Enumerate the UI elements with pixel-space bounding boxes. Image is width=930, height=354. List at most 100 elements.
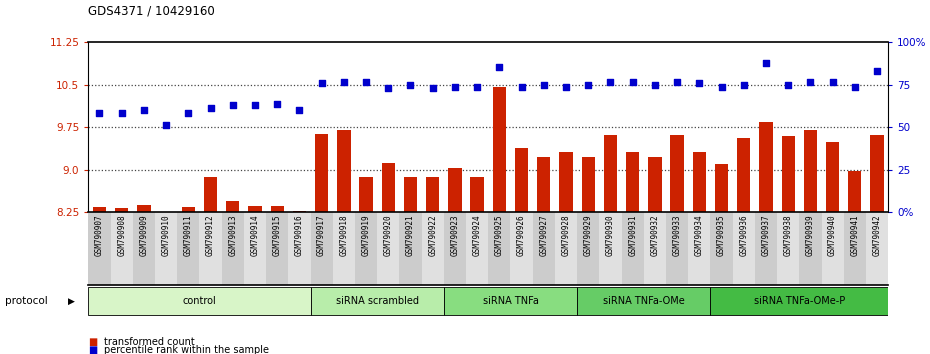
Bar [555, 212, 578, 285]
Point [403, 82, 418, 88]
Point [180, 110, 195, 116]
Text: GSM790929: GSM790929 [584, 215, 592, 256]
Text: GSM790917: GSM790917 [317, 215, 326, 256]
Bar [155, 212, 178, 285]
Bar [644, 212, 666, 285]
Text: GSM790910: GSM790910 [162, 215, 170, 256]
Text: GSM790912: GSM790912 [206, 215, 215, 256]
Bar [538, 158, 551, 212]
Bar [493, 87, 506, 212]
Bar [804, 130, 817, 212]
Text: GSM790926: GSM790926 [517, 215, 526, 256]
Text: GSM790933: GSM790933 [672, 215, 682, 256]
Bar [333, 212, 355, 285]
Point [692, 80, 707, 86]
Bar [448, 168, 461, 212]
Bar [288, 212, 311, 285]
Point [247, 102, 262, 108]
Text: siRNA TNFa: siRNA TNFa [483, 296, 538, 306]
Point [359, 79, 374, 85]
Point [447, 84, 462, 90]
Point [603, 79, 618, 85]
Bar [599, 212, 621, 285]
Bar [355, 212, 378, 285]
Bar [338, 130, 351, 212]
Bar [533, 212, 555, 285]
Point [337, 79, 352, 85]
Point [647, 82, 662, 88]
Point [870, 68, 884, 74]
Text: GSM790939: GSM790939 [806, 215, 815, 256]
Bar [221, 212, 244, 285]
Text: GSM790928: GSM790928 [562, 215, 570, 256]
Text: GSM790919: GSM790919 [362, 215, 370, 256]
Bar [759, 122, 773, 212]
Text: GSM790916: GSM790916 [295, 215, 304, 256]
Point [847, 84, 862, 90]
Bar [870, 135, 883, 212]
Point [580, 82, 595, 88]
Bar [466, 212, 488, 285]
Text: GDS4371 / 10429160: GDS4371 / 10429160 [88, 5, 215, 18]
Bar [559, 152, 573, 212]
Text: transformed count: transformed count [104, 337, 195, 347]
Bar [315, 134, 328, 212]
Bar [248, 206, 261, 212]
Text: GSM790936: GSM790936 [739, 215, 749, 256]
Point [803, 79, 817, 85]
Bar [311, 287, 444, 315]
Text: GSM790940: GSM790940 [828, 215, 837, 256]
Bar [515, 148, 528, 212]
Bar [578, 212, 599, 285]
Text: GSM790941: GSM790941 [850, 215, 859, 256]
Point [425, 85, 440, 91]
Point [270, 101, 285, 107]
Text: percentile rank within the sample: percentile rank within the sample [104, 346, 269, 354]
Text: GSM790942: GSM790942 [872, 215, 882, 256]
Bar [93, 207, 106, 212]
Bar [688, 212, 711, 285]
Bar [755, 212, 777, 285]
Bar [621, 212, 644, 285]
Text: GSM790907: GSM790907 [95, 215, 104, 256]
Bar [244, 212, 266, 285]
Point [625, 79, 640, 85]
Bar [111, 212, 133, 285]
Bar [266, 212, 288, 285]
Point [114, 110, 129, 116]
Bar [626, 152, 639, 212]
Bar [604, 135, 618, 212]
Bar [799, 212, 821, 285]
Bar [821, 212, 844, 285]
Bar [426, 177, 439, 212]
Bar [204, 177, 218, 212]
Bar [159, 212, 173, 214]
Bar [88, 212, 111, 285]
Bar [88, 287, 311, 315]
Text: GSM790918: GSM790918 [339, 215, 349, 256]
Text: GSM790937: GSM790937 [762, 215, 770, 256]
Text: protocol: protocol [5, 296, 47, 306]
Point [537, 82, 551, 88]
Bar [826, 142, 839, 212]
Point [492, 64, 507, 70]
Bar [693, 152, 706, 212]
Point [225, 102, 240, 108]
Text: ▶: ▶ [68, 296, 75, 306]
Point [559, 84, 574, 90]
Point [159, 122, 174, 127]
Point [714, 84, 729, 90]
Point [314, 80, 329, 86]
Bar [844, 212, 866, 285]
Point [780, 82, 795, 88]
Point [380, 85, 395, 91]
Point [470, 84, 485, 90]
Text: GSM790930: GSM790930 [606, 215, 615, 256]
Text: siRNA TNFa-OMe: siRNA TNFa-OMe [603, 296, 684, 306]
Text: siRNA scrambled: siRNA scrambled [336, 296, 418, 306]
Text: GSM790911: GSM790911 [184, 215, 193, 256]
Text: GSM790938: GSM790938 [784, 215, 792, 256]
Point [670, 79, 684, 85]
Text: control: control [182, 296, 217, 306]
Text: GSM790925: GSM790925 [495, 215, 504, 256]
